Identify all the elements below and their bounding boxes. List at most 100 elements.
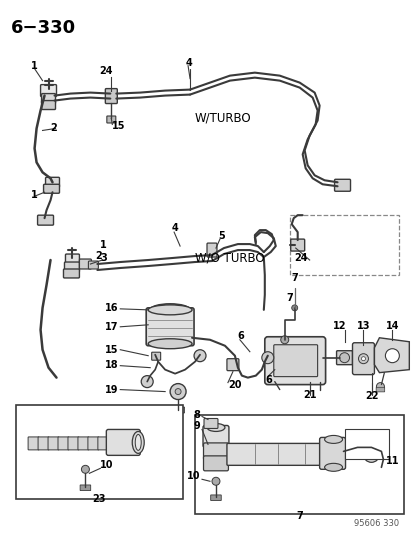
Text: 10: 10 [100,461,114,470]
Text: 15: 15 [104,345,118,355]
FancyBboxPatch shape [41,94,55,103]
Ellipse shape [148,339,192,349]
Circle shape [194,350,206,362]
Circle shape [358,354,368,364]
FancyBboxPatch shape [290,239,304,251]
FancyBboxPatch shape [63,269,79,278]
Ellipse shape [324,435,342,443]
Text: 11: 11 [385,456,398,466]
Text: 9: 9 [193,422,199,431]
Circle shape [368,451,373,457]
Text: 17: 17 [104,322,118,332]
FancyBboxPatch shape [105,88,117,103]
Text: 21: 21 [302,390,316,400]
FancyBboxPatch shape [48,437,59,450]
Text: 13: 13 [356,321,369,331]
FancyBboxPatch shape [351,343,373,375]
FancyBboxPatch shape [106,430,140,455]
Circle shape [175,389,180,394]
Ellipse shape [206,424,224,431]
FancyBboxPatch shape [38,215,53,225]
Circle shape [141,376,153,387]
Text: W/O TURBO: W/O TURBO [195,252,264,264]
FancyBboxPatch shape [203,443,228,460]
Circle shape [361,357,365,361]
Text: 1: 1 [31,61,37,71]
Bar [195,415,404,514]
FancyBboxPatch shape [41,101,55,109]
Text: 7: 7 [286,293,292,303]
Text: 7: 7 [291,273,297,283]
Circle shape [280,336,288,344]
FancyBboxPatch shape [264,337,325,385]
Circle shape [81,465,89,473]
Text: 16: 16 [104,303,118,313]
FancyBboxPatch shape [58,437,69,450]
FancyBboxPatch shape [64,262,79,272]
FancyBboxPatch shape [78,437,89,450]
Text: 6−330: 6−330 [11,19,76,37]
Text: 8: 8 [193,409,199,419]
FancyBboxPatch shape [146,308,194,346]
FancyBboxPatch shape [151,352,160,360]
FancyBboxPatch shape [80,485,90,490]
Polygon shape [373,338,408,373]
FancyBboxPatch shape [38,437,49,450]
Text: 7: 7 [296,511,302,521]
Text: 14: 14 [385,321,398,331]
Text: 18: 18 [104,360,118,370]
Bar [16,405,183,499]
FancyBboxPatch shape [97,437,109,450]
FancyBboxPatch shape [319,438,345,470]
Text: 23: 23 [93,494,106,504]
FancyBboxPatch shape [210,495,221,500]
Text: 24: 24 [100,66,113,76]
Circle shape [375,383,384,391]
Ellipse shape [132,431,144,454]
FancyBboxPatch shape [88,437,99,450]
FancyBboxPatch shape [65,254,79,265]
Text: 19: 19 [104,385,118,394]
FancyBboxPatch shape [79,259,91,269]
Text: 1: 1 [31,190,37,200]
FancyBboxPatch shape [45,177,59,187]
FancyBboxPatch shape [88,261,98,269]
Ellipse shape [148,305,192,315]
FancyBboxPatch shape [107,116,116,123]
FancyBboxPatch shape [202,425,228,447]
Text: 4: 4 [172,223,178,233]
Circle shape [261,352,273,364]
Bar [344,430,389,459]
Text: 6: 6 [236,331,243,341]
FancyBboxPatch shape [43,184,59,193]
Text: 95606 330: 95606 330 [354,519,399,528]
Text: 1: 1 [100,240,107,250]
Circle shape [291,305,297,311]
Text: 2: 2 [95,251,102,261]
Text: 10: 10 [186,471,199,481]
Text: 12: 12 [332,321,345,331]
Text: 4: 4 [185,58,192,68]
Ellipse shape [150,304,190,316]
Text: W/TURBO: W/TURBO [195,112,251,125]
FancyBboxPatch shape [226,443,323,465]
FancyBboxPatch shape [226,359,238,370]
Text: 24: 24 [294,253,307,263]
Ellipse shape [155,305,185,314]
Circle shape [385,349,399,362]
FancyBboxPatch shape [206,243,216,257]
Text: 5: 5 [217,231,224,241]
Text: 3: 3 [100,253,107,263]
FancyBboxPatch shape [171,407,184,413]
FancyBboxPatch shape [68,437,79,450]
FancyBboxPatch shape [40,85,56,96]
Text: 2: 2 [50,124,57,133]
FancyBboxPatch shape [204,418,217,429]
FancyBboxPatch shape [203,456,228,471]
Circle shape [339,353,349,362]
Circle shape [363,447,378,462]
Text: 6: 6 [265,375,272,385]
Circle shape [211,477,219,485]
Text: 22: 22 [365,391,378,401]
Ellipse shape [324,463,342,471]
